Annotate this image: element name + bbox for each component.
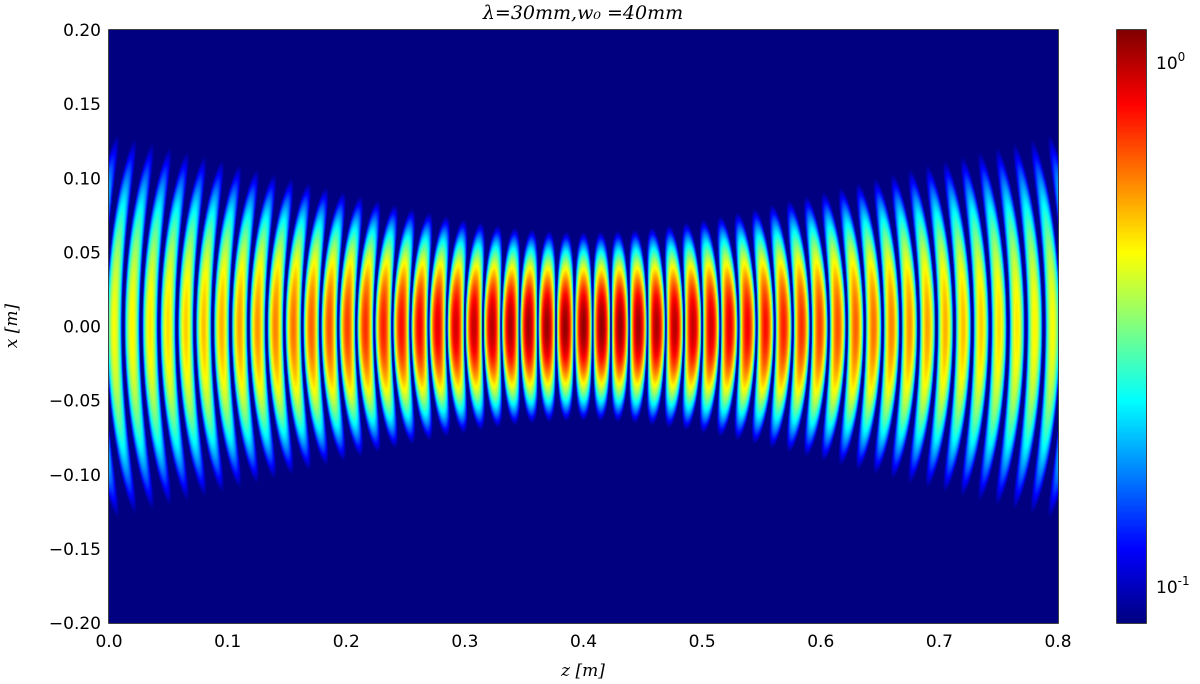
heatmap-plot [109,30,1058,623]
x-tick-label: 0.4 [570,632,597,652]
y-axis-ticks: −0.20 −0.15 −0.10 −0.05 0.00 0.05 0.10 0.15 0.20 [49,21,1058,634]
y-tick-label: 0.15 [63,95,101,115]
x-tick-label: 0.7 [926,632,953,652]
x-axis-label: z [m] [560,661,605,681]
chart-title: λ=30mm,w₀ =40mm [482,2,683,24]
x-tick-label: 0.5 [689,632,716,652]
y-tick-label: −0.15 [49,540,101,560]
x-tick-label: 0.3 [451,632,478,652]
x-tick-label: 0.1 [214,632,241,652]
x-tick-label: 0.8 [1044,632,1071,652]
y-tick-label: 0.20 [63,21,101,41]
y-tick-label: 0.05 [63,243,101,263]
y-tick-label: 0.10 [63,169,101,189]
colorbar [1117,30,1146,623]
x-tick-label: 0.0 [95,632,122,652]
y-tick-label: 0.00 [63,318,101,338]
y-tick-label: −0.20 [49,614,101,634]
y-tick-label: −0.10 [49,466,101,486]
y-tick-label: −0.05 [49,392,101,412]
colorbar-tick-label: 10-1 [1156,574,1190,598]
x-tick-label: 0.6 [807,632,834,652]
y-axis-label: x [m] [2,303,22,348]
x-tick-label: 0.2 [333,632,360,652]
x-axis-ticks: 0.0 0.1 0.2 0.3 0.4 0.5 0.6 0.7 0.8 [95,30,1072,652]
colorbar-tick-label: 100 [1156,50,1185,74]
